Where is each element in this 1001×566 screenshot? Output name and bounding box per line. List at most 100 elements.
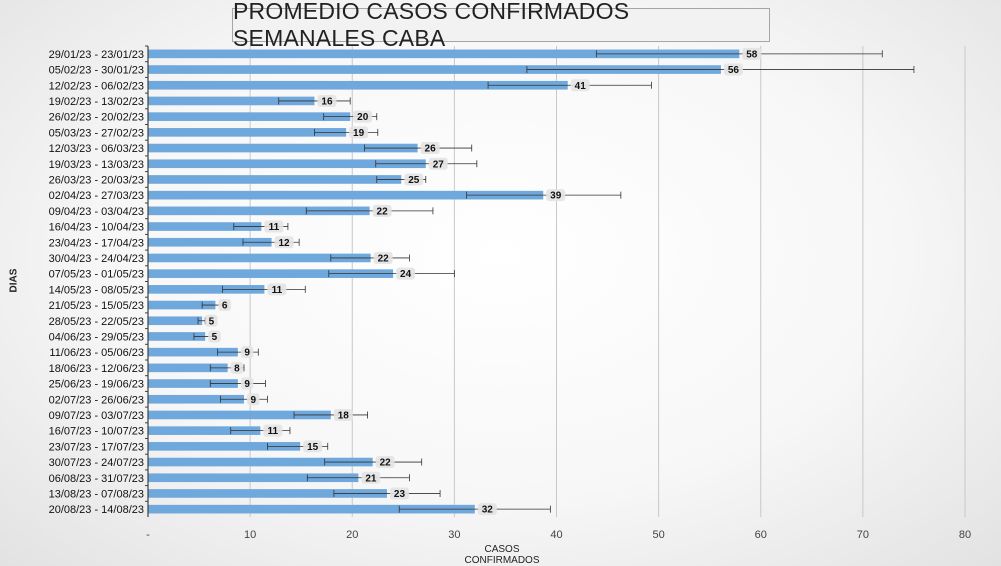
data-label-box: [404, 173, 424, 186]
data-label: 5: [212, 332, 218, 343]
data-label: 9: [250, 395, 256, 406]
category-label: 18/06/23 - 12/06/23: [49, 363, 144, 375]
data-label: 56: [728, 65, 740, 76]
category-label: 12/03/23 - 06/03/23: [49, 143, 144, 155]
data-label: 15: [307, 442, 319, 453]
x-tick-label: 70: [857, 529, 869, 541]
data-label: 11: [272, 285, 283, 296]
data-label: 8: [234, 363, 240, 374]
category-label: 05/02/23 - 30/01/23: [49, 65, 144, 77]
category-label: 16/07/23 - 10/07/23: [49, 426, 144, 438]
bar: [148, 222, 262, 231]
x-tick-labels: - 10 20 30 40 50 60 70 80: [146, 529, 971, 541]
bar: [148, 394, 244, 404]
category-label: 09/04/23 - 03/04/23: [49, 206, 144, 218]
category-label: 05/03/23 - 27/02/23: [49, 127, 144, 139]
bar: [148, 128, 347, 137]
data-label-box: [428, 157, 448, 170]
bar: [148, 285, 265, 294]
category-label: 02/04/23 - 27/03/23: [49, 190, 144, 202]
data-label: 22: [377, 206, 389, 217]
bar: [148, 363, 228, 373]
bar: [148, 300, 216, 310]
data-label: 27: [433, 159, 445, 170]
bar: [148, 410, 331, 420]
bar: [148, 143, 418, 153]
category-labels: 29/01/23 - 23/01/23 05/02/23 - 30/01/23 12…: [49, 45, 148, 516]
x-tick-label: 30: [448, 529, 460, 541]
category-label: 13/08/23 - 07/08/23: [49, 488, 144, 500]
category-label: 09/07/23 - 03/07/23: [49, 410, 144, 422]
category-label: 11/06/23 - 05/06/23: [49, 347, 144, 359]
bar: [148, 49, 740, 59]
y-axis-label: DIAS: [8, 268, 20, 293]
data-label-box: [303, 440, 323, 453]
data-label: 16: [321, 96, 333, 107]
data-labels: 5856411620192627253922111222241165598991…: [205, 47, 762, 516]
bar: [148, 457, 373, 467]
data-label: 23: [394, 489, 406, 500]
data-label-box: [246, 393, 260, 406]
bar: [148, 175, 402, 184]
data-label: 25: [408, 175, 420, 186]
category-label: 04/06/23 - 29/05/23: [49, 331, 144, 343]
category-label: 26/02/23 - 20/02/23: [49, 112, 144, 124]
x-tick-label: 20: [346, 529, 358, 541]
bar: [148, 379, 238, 388]
category-label: 28/05/23 - 22/05/23: [49, 316, 144, 328]
data-label-box: [274, 236, 294, 249]
data-label: 58: [746, 49, 758, 60]
category-label: 29/01/23 - 23/01/23: [49, 49, 144, 61]
data-label-box: [230, 361, 244, 374]
data-label: 19: [353, 128, 365, 139]
data-label: 9: [244, 379, 250, 390]
category-label: 06/08/23 - 31/07/23: [49, 473, 144, 485]
data-label: 20: [357, 112, 369, 123]
bar: [148, 347, 238, 357]
data-label-box: [396, 267, 416, 280]
category-label: 23/07/23 - 17/07/23: [49, 441, 144, 453]
bar: [148, 269, 394, 278]
bar: [148, 253, 371, 263]
data-label-box: [373, 251, 393, 264]
data-label-box: [389, 487, 409, 500]
data-label-box: [208, 330, 221, 343]
data-label: 22: [378, 253, 390, 264]
category-label: 23/04/23 - 17/04/23: [49, 237, 144, 249]
data-label: 5: [209, 316, 215, 327]
category-label: 26/03/23 - 20/03/23: [49, 174, 144, 186]
data-label-box: [333, 408, 353, 421]
data-label: 26: [425, 144, 437, 155]
data-label: 24: [400, 269, 412, 280]
category-label: 30/07/23 - 24/07/23: [49, 457, 144, 469]
data-label-box: [240, 346, 254, 359]
category-label: 14/05/23 - 08/05/23: [49, 284, 144, 296]
data-label: 18: [338, 410, 350, 421]
data-label: 39: [550, 191, 562, 202]
gridlines: [249, 46, 966, 517]
data-label: 32: [482, 505, 494, 516]
x-axis-label: CASOS CONFIRMADOS: [464, 544, 540, 566]
x-tick-label: 50: [653, 529, 665, 541]
data-label-box: [570, 79, 590, 92]
data-label-box: [420, 142, 440, 155]
category-label: 16/04/23 - 10/04/23: [49, 222, 144, 234]
data-label: 11: [269, 222, 280, 233]
category-label: 20/08/23 - 14/08/23: [49, 504, 144, 516]
category-label: 07/05/23 - 01/05/23: [49, 269, 144, 281]
bar: [148, 473, 359, 483]
x-tick-label: -: [146, 529, 150, 541]
error-bars: [193, 50, 915, 513]
bar: [148, 332, 206, 341]
data-label-box: [205, 314, 218, 327]
data-label: 9: [244, 348, 250, 359]
bar: [148, 316, 203, 326]
category-label: 25/06/23 - 19/06/23: [49, 379, 144, 391]
data-label-box: [317, 94, 337, 107]
bar: [148, 237, 272, 247]
bar: [148, 442, 301, 451]
bar: [148, 190, 544, 200]
category-label: 21/05/23 - 15/05/23: [49, 300, 144, 312]
x-tick-label: 40: [550, 529, 562, 541]
